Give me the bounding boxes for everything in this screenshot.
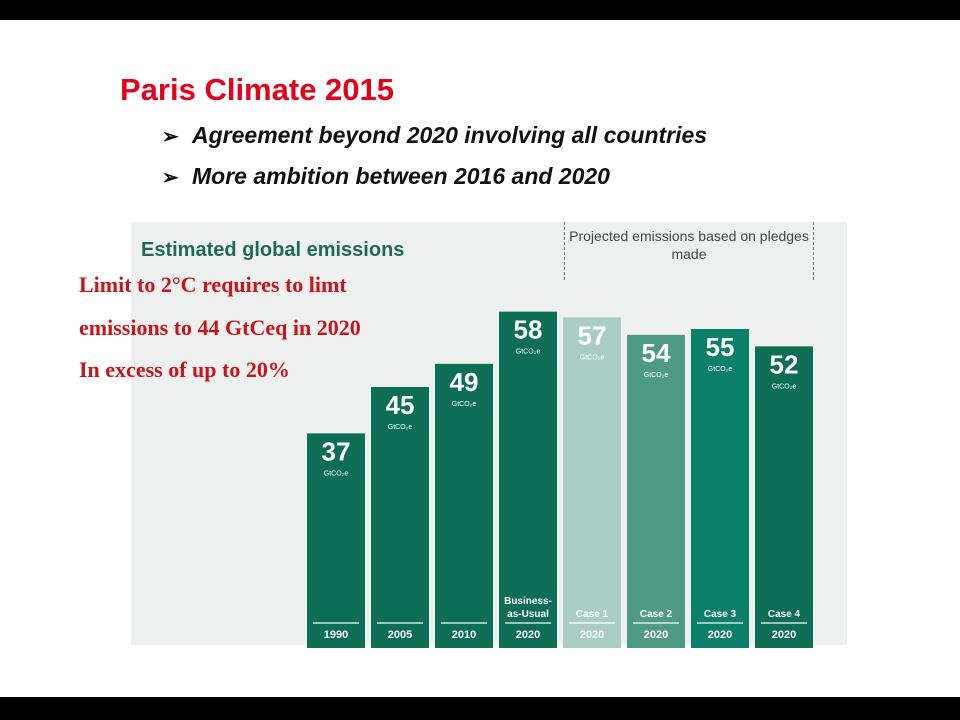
chart-title: Estimated global emissions [141, 239, 405, 261]
bar-value-label: 58 [514, 315, 543, 345]
bar-6 [627, 334, 685, 648]
bar-unit-label: GtCO₂e [644, 372, 669, 379]
bar-2 [371, 387, 429, 648]
bar-year-label: 2020 [644, 629, 668, 641]
bar-category-label: Business- [504, 596, 552, 607]
bullet-2: ➢ More ambition between 2016 and 2020 [162, 163, 610, 190]
bar-category-label: as-Usual [507, 609, 549, 620]
bar-category-label: Case 3 [704, 609, 737, 620]
bar-unit-label: GtCO₂e [388, 424, 413, 431]
bullet-1: ➢ Agreement beyond 2020 involving all cou… [162, 122, 707, 149]
projection-note: Projected emissions based on pledges mad… [569, 228, 809, 262]
bar-unit-label: GtCO₂e [708, 366, 733, 373]
bar-7 [691, 329, 749, 648]
bar-1 [307, 433, 365, 648]
bar-unit-label: GtCO₂e [516, 349, 541, 356]
bar-8 [755, 346, 813, 648]
annotation-line-1: Limit to 2°C requires to limt [79, 272, 347, 297]
bar-year-label: 2020 [708, 629, 732, 641]
slide-title: Paris Climate 2015 [120, 72, 395, 107]
bar-unit-label: GtCO₂e [772, 383, 797, 390]
bar-5 [563, 317, 621, 648]
bar-category-label: Case 1 [576, 609, 609, 620]
bar-unit-label: GtCO₂e [580, 354, 605, 361]
bar-value-label: 55 [706, 332, 735, 362]
bar-value-label: 54 [642, 338, 671, 368]
bar-unit-label: GtCO₂e [324, 470, 349, 477]
bar-year-label: 2020 [772, 629, 796, 641]
bar-year-label: 2020 [580, 629, 604, 641]
bar-year-label: 2010 [452, 629, 476, 641]
bar-value-label: 57 [578, 320, 607, 350]
annotation-line-3: In excess of up to 20% [79, 357, 290, 382]
bar-year-label: 2005 [388, 629, 412, 641]
projection-divider-right [813, 222, 814, 280]
bar-year-label: 2020 [516, 629, 540, 641]
bullet-2-text: More ambition between 2016 and 2020 [192, 163, 610, 189]
projection-divider-left [564, 222, 565, 280]
bullet-1-text: Agreement beyond 2020 involving all coun… [192, 122, 708, 148]
bar-value-label: 52 [770, 349, 799, 379]
bar-4 [499, 311, 557, 648]
bar-value-label: 45 [386, 390, 415, 420]
bullet-arrow-icon: ➢ [162, 167, 179, 189]
bar-3 [435, 363, 493, 648]
bar-category-label: Case 2 [640, 609, 673, 620]
annotation-line-2: emissions to 44 GtCeq in 2020 [79, 315, 361, 340]
bar-year-label: 1990 [324, 629, 348, 641]
bullet-arrow-icon: ➢ [162, 126, 179, 148]
bar-value-label: 49 [450, 367, 479, 397]
bar-value-label: 37 [322, 436, 351, 466]
bar-unit-label: GtCO₂e [452, 401, 477, 408]
bar-category-label: Case 4 [768, 609, 801, 620]
